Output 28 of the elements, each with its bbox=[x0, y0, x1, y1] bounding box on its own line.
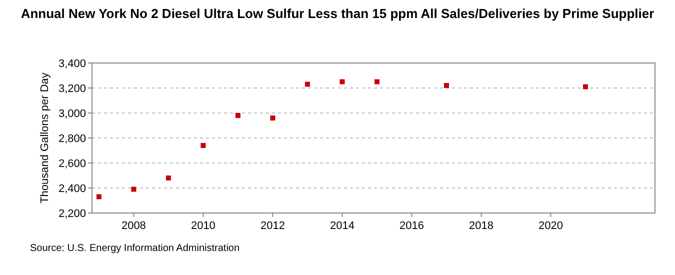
y-tick-label: 3,000 bbox=[58, 108, 86, 120]
point bbox=[166, 176, 171, 180]
point bbox=[374, 79, 380, 84]
point bbox=[270, 116, 276, 120]
x-tick-label: 2016 bbox=[399, 220, 424, 232]
point bbox=[582, 84, 588, 90]
y-tick-label: 2,600 bbox=[58, 158, 86, 170]
source-note: Source: U.S. Energy Information Administration bbox=[30, 243, 240, 254]
y-tick-label: 2,200 bbox=[58, 208, 86, 220]
y-tick-label: 3,400 bbox=[58, 58, 86, 70]
point bbox=[235, 113, 240, 118]
y-tick-label: 2,400 bbox=[58, 183, 86, 195]
chart-title: Annual New York No 2 Diesel Ultra Low Sulfur Less than 15 ppm All Sales/Deliveries by Prime Supplier bbox=[20, 6, 654, 21]
x-tick-label: 2010 bbox=[190, 220, 216, 232]
point bbox=[131, 186, 136, 192]
x-tick-label: 2012 bbox=[260, 220, 285, 232]
y-tick-label: 2,800 bbox=[58, 133, 86, 145]
point bbox=[200, 143, 206, 148]
point bbox=[96, 194, 102, 200]
y-axis-title: Thousand Gallons per Day bbox=[39, 72, 51, 204]
x-tick-label: 2008 bbox=[121, 220, 146, 232]
x-tick-label: 2020 bbox=[538, 220, 563, 232]
x-tick-label: 2014 bbox=[330, 220, 354, 232]
y-tick-label: 3,200 bbox=[58, 83, 86, 95]
point bbox=[340, 79, 345, 84]
point bbox=[444, 83, 449, 88]
x-tick-label: 2018 bbox=[468, 220, 494, 232]
point bbox=[304, 82, 310, 87]
